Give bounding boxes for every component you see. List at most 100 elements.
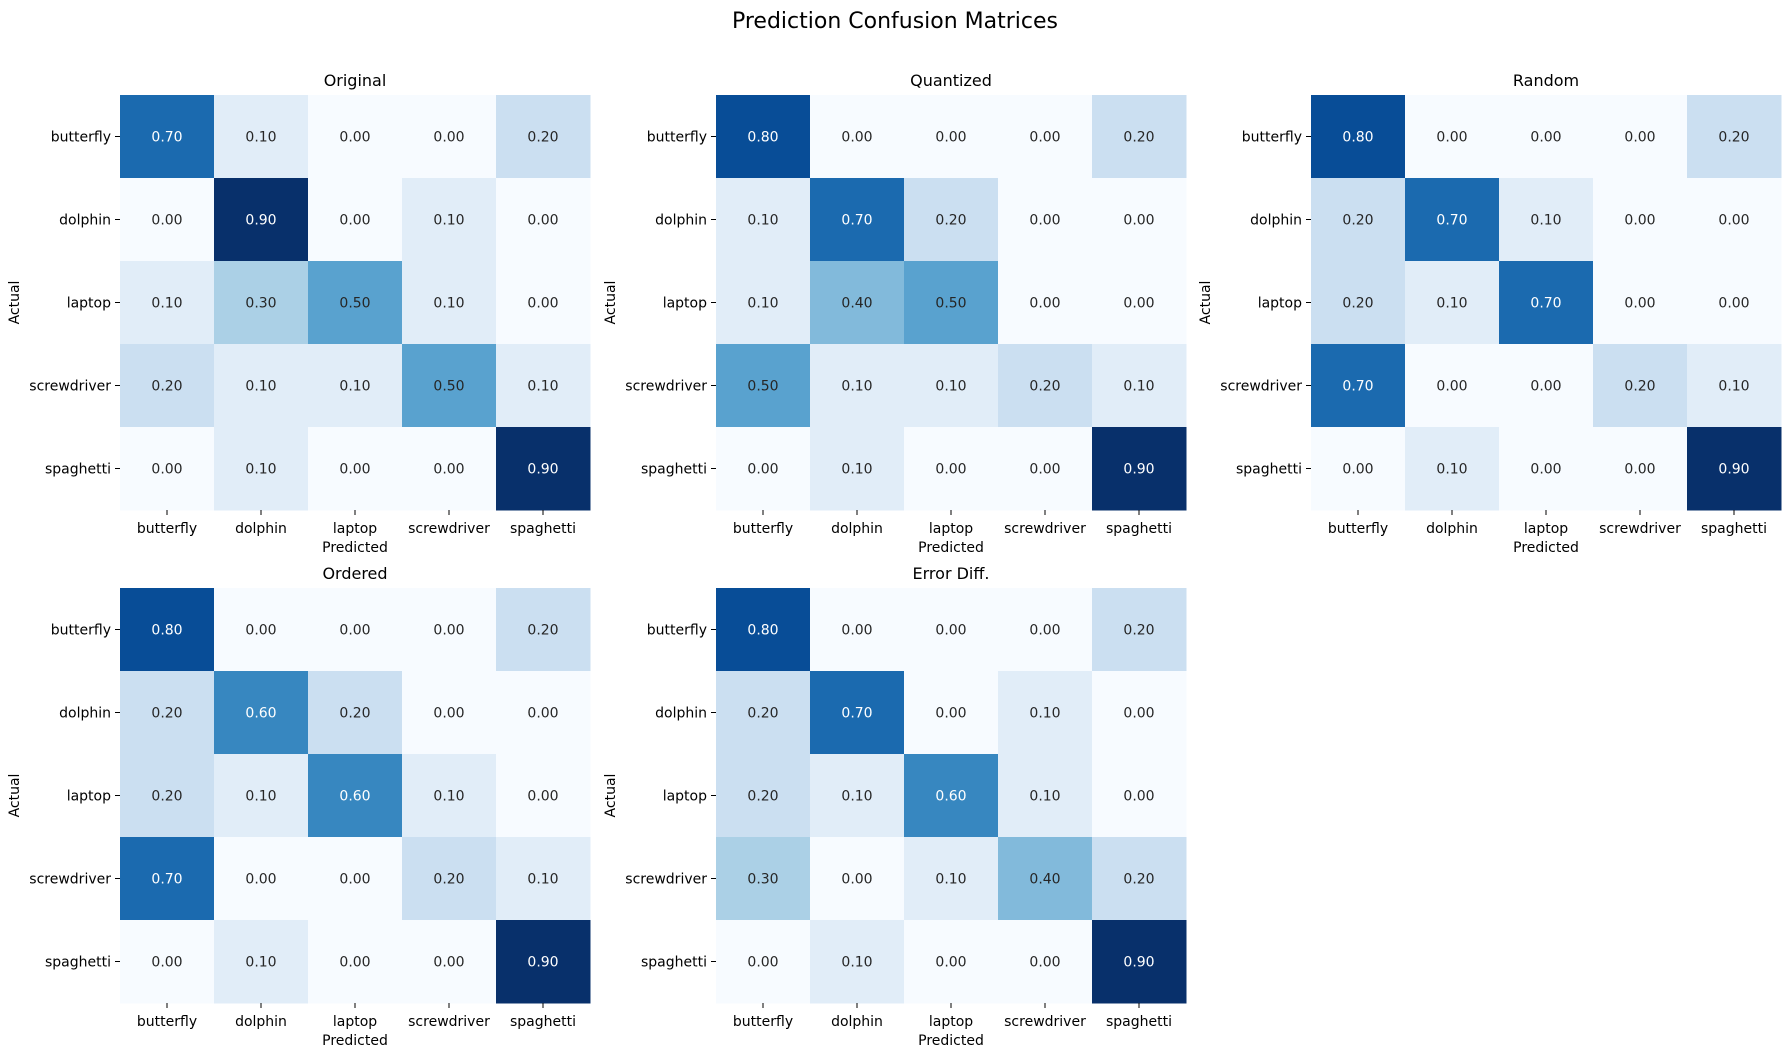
heatmap-cell	[810, 344, 905, 428]
cell-value-label: 0.20	[747, 789, 778, 805]
heatmap-cell	[1687, 344, 1782, 428]
heatmap-cell	[1405, 95, 1500, 179]
heatmap-cell	[402, 344, 497, 428]
heatmap-cell	[1311, 95, 1406, 179]
heatmap-cell	[1092, 261, 1187, 345]
heatmap-cell	[1593, 95, 1688, 179]
cell-value-label: 0.20	[1123, 130, 1154, 146]
cell-value-label: 0.00	[841, 623, 872, 639]
cell-value-label: 0.40	[1029, 872, 1060, 888]
cell-value-label: 0.10	[841, 379, 872, 395]
heatmap-cell	[402, 261, 497, 345]
cell-value-label: 0.00	[1029, 130, 1060, 146]
heatmap-cell	[308, 588, 403, 672]
heatmap-cell	[904, 344, 999, 428]
cell-value-label: 0.20	[1624, 379, 1655, 395]
y-tick-label: laptop	[67, 789, 111, 805]
x-axis-label: Predicted	[918, 1033, 984, 1049]
heatmap-cell	[1311, 178, 1406, 262]
y-tick-label: dolphin	[1250, 213, 1302, 229]
cell-value-label: 0.60	[935, 789, 966, 805]
heatmap-cell	[998, 261, 1093, 345]
cell-value-label: 0.00	[1123, 789, 1154, 805]
cell-value-label: 0.70	[1436, 213, 1467, 229]
y-tick-label: screwdriver	[29, 872, 111, 888]
cell-value-label: 0.10	[151, 296, 182, 312]
heatmap-cell	[402, 427, 497, 511]
cell-value-label: 0.10	[527, 872, 558, 888]
cell-value-label: 0.20	[1342, 296, 1373, 312]
cell-value-label: 0.00	[1624, 213, 1655, 229]
heatmap-cell	[1405, 178, 1500, 262]
cell-value-label: 0.00	[151, 462, 182, 478]
cell-value-label: 0.10	[245, 955, 276, 971]
panels: Original 0.70 0.10 0.00 0.00 0.20 0.00 0.90 0.00…	[7, 71, 1782, 1049]
heatmap-cell	[1593, 344, 1688, 428]
y-tick-label: laptop	[663, 296, 707, 312]
heatmap-cell	[120, 754, 215, 838]
cell-value-label: 0.10	[1718, 379, 1749, 395]
heatmap-cell	[904, 754, 999, 838]
heatmap-cell	[214, 837, 309, 921]
cell-value-label: 0.50	[747, 379, 778, 395]
cell-value-label: 0.00	[339, 130, 370, 146]
cell-value-label: 0.10	[339, 379, 370, 395]
heatmap-cell	[810, 95, 905, 179]
cell-value-label: 0.00	[151, 955, 182, 971]
heatmap-cell	[1092, 671, 1187, 755]
y-tick-label: butterfly	[51, 623, 111, 639]
cell-value-label: 0.10	[245, 379, 276, 395]
cell-value-label: 0.00	[433, 955, 464, 971]
x-axis-label: Predicted	[1513, 540, 1579, 556]
x-tick-label: dolphin	[831, 521, 883, 537]
heatmap-cell	[496, 671, 591, 755]
heatmap-cell	[998, 178, 1093, 262]
heatmap-cell	[998, 427, 1093, 511]
cell-value-label: 0.00	[433, 462, 464, 478]
heatmap-cell	[214, 920, 309, 1004]
heatmap-panel: Error Diff. 0.80 0.00 0.00 0.00 0.20 0.20 0.70 0…	[603, 564, 1187, 1049]
heatmap-cell	[904, 588, 999, 672]
cell-value-label: 0.00	[841, 130, 872, 146]
heatmap-cell	[1593, 427, 1688, 511]
y-tick-label: spaghetti	[1236, 462, 1302, 478]
heatmap-cell	[402, 178, 497, 262]
cell-value-label: 0.10	[1029, 706, 1060, 722]
heatmap-cell	[904, 427, 999, 511]
heatmap-cell	[716, 344, 811, 428]
cell-value-label: 0.90	[245, 213, 276, 229]
cell-value-label: 0.10	[841, 462, 872, 478]
cell-value-label: 0.80	[747, 623, 778, 639]
cell-value-label: 0.00	[527, 296, 558, 312]
heatmap-cell	[1499, 344, 1594, 428]
heatmap-cell	[998, 588, 1093, 672]
cell-value-label: 0.10	[1436, 462, 1467, 478]
heatmap-cell	[496, 178, 591, 262]
heatmap-cell	[998, 920, 1093, 1004]
cell-value-label: 0.20	[1342, 213, 1373, 229]
cell-value-label: 0.00	[1436, 130, 1467, 146]
heatmap-cell	[308, 754, 403, 838]
cell-value-label: 0.10	[245, 130, 276, 146]
cell-value-label: 0.00	[1530, 462, 1561, 478]
heatmap-cell	[1687, 178, 1782, 262]
x-tick-label: screwdriver	[1004, 521, 1086, 537]
heatmap-cell	[214, 261, 309, 345]
heatmap-cell	[214, 344, 309, 428]
x-tick-label: butterfly	[733, 1014, 793, 1030]
heatmap-cell	[308, 344, 403, 428]
cell-value-label: 0.00	[935, 955, 966, 971]
cell-value-label: 0.00	[747, 462, 778, 478]
x-tick-label: spaghetti	[1106, 521, 1172, 537]
heatmap-cell	[716, 261, 811, 345]
y-tick-label: dolphin	[655, 706, 707, 722]
cell-value-label: 0.00	[339, 955, 370, 971]
panel-title: Ordered	[322, 564, 387, 583]
cell-value-label: 0.10	[433, 213, 464, 229]
cell-value-label: 0.90	[1123, 462, 1154, 478]
cell-value-label: 0.00	[1624, 296, 1655, 312]
heatmap-cell	[716, 920, 811, 1004]
heatmap-cell	[904, 837, 999, 921]
cell-value-label: 0.00	[1624, 462, 1655, 478]
cell-value-label: 0.80	[1342, 130, 1373, 146]
